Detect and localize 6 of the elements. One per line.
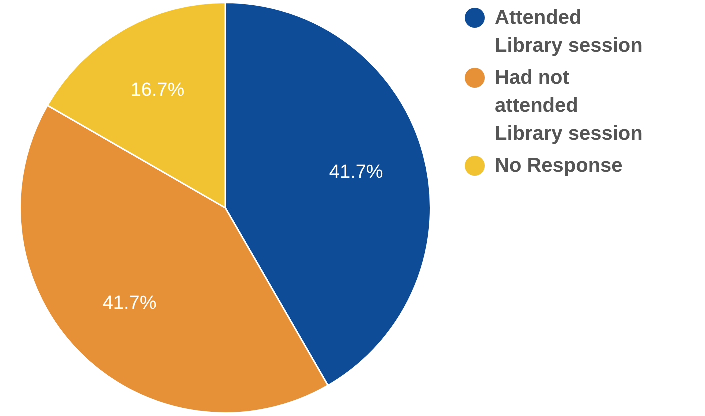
legend-label: Had not attended Library session (495, 66, 644, 147)
data-label: 41.7% (329, 162, 384, 184)
data-label: 16.7% (130, 80, 185, 101)
data-label: 41.7% (102, 293, 157, 314)
legend-label: Attended Library session (495, 6, 644, 59)
legend-label: No Response (495, 154, 624, 179)
